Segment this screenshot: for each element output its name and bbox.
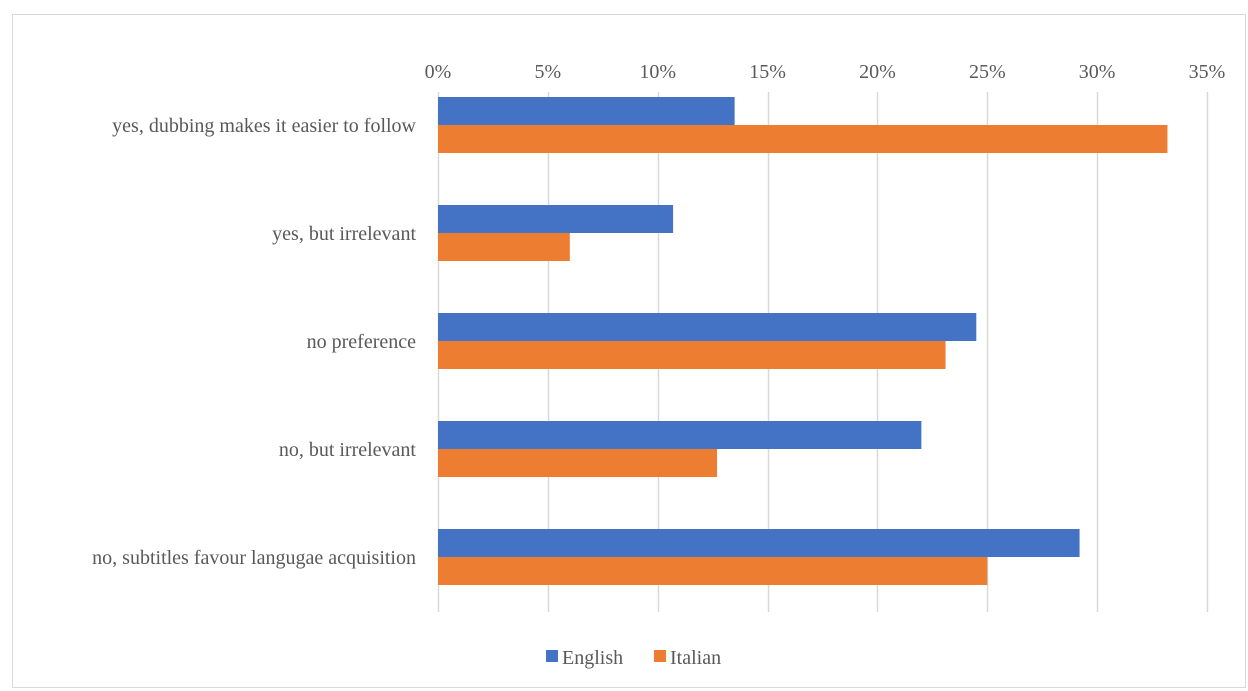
category-label: no, but irrelevant bbox=[279, 439, 417, 461]
x-tick-label: 30% bbox=[1079, 61, 1116, 83]
bar-english-3 bbox=[438, 421, 922, 449]
legend: English Italian bbox=[546, 647, 721, 669]
x-tick-label: 25% bbox=[969, 61, 1006, 83]
category-label: no, subtitles favour langugae acquisitio… bbox=[92, 547, 416, 569]
bar-english-1 bbox=[438, 205, 674, 233]
bar-italian-3 bbox=[438, 449, 718, 477]
bar-english-0 bbox=[438, 97, 735, 125]
x-tick-label: 35% bbox=[1189, 61, 1226, 83]
legend-swatch-italian bbox=[654, 650, 666, 662]
bar-italian-4 bbox=[438, 557, 988, 585]
bars bbox=[438, 97, 1168, 585]
category-labels: yes, dubbing makes it easier to follow ye… bbox=[92, 115, 416, 569]
category-label: yes, but irrelevant bbox=[272, 223, 416, 245]
legend-swatch-english bbox=[546, 650, 558, 662]
x-tick-label: 10% bbox=[639, 61, 676, 83]
bar-italian-2 bbox=[438, 341, 946, 369]
category-label: no preference bbox=[307, 331, 416, 353]
bar-italian-0 bbox=[438, 125, 1168, 153]
bar-english-2 bbox=[438, 313, 977, 341]
bar-italian-1 bbox=[438, 233, 570, 261]
x-tick-label: 0% bbox=[425, 61, 452, 83]
legend-label-italian: Italian bbox=[670, 647, 721, 669]
category-label: yes, dubbing makes it easier to follow bbox=[112, 115, 416, 137]
legend-label-english: English bbox=[562, 647, 623, 669]
x-tick-label: 20% bbox=[859, 61, 896, 83]
x-tick-label: 15% bbox=[749, 61, 786, 83]
bar-english-4 bbox=[438, 529, 1080, 557]
x-axis-ticks: 0% 5% 10% 15% 20% 25% 30% 35% bbox=[425, 61, 1226, 83]
x-tick-label: 5% bbox=[535, 61, 562, 83]
